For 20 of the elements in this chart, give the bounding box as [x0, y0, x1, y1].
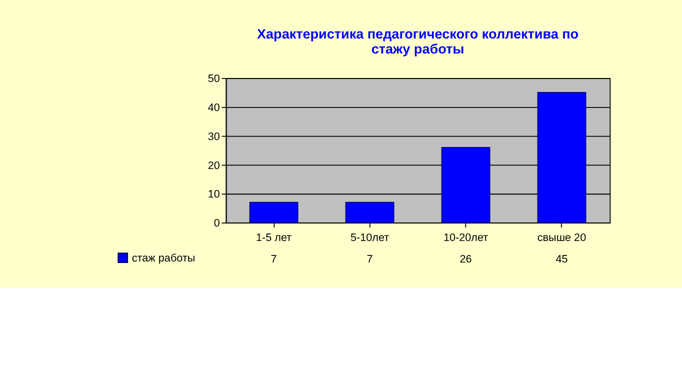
- y-tick-label: 0: [214, 218, 220, 230]
- chart-title: Характеристика педагогического коллектива по стажу работы: [256, 26, 579, 57]
- x-tick-label: 1-5 лет: [256, 232, 292, 244]
- x-tick-label: свыше 20: [537, 232, 586, 244]
- bar: [537, 92, 586, 224]
- bar: [345, 202, 394, 224]
- legend-label: стаж работы: [132, 252, 196, 264]
- x-tick-label: 5-10лет: [350, 232, 390, 244]
- y-tick-label: 40: [208, 102, 220, 114]
- bar: [249, 202, 298, 224]
- data-label: 7: [270, 253, 277, 266]
- y-tick-label: 30: [208, 130, 220, 143]
- y-tick-label: 50: [208, 73, 220, 86]
- data-label: 26: [460, 253, 472, 266]
- data-label: 7: [366, 253, 373, 266]
- y-tick-label: 20: [208, 160, 220, 172]
- x-tick-label: 10-20лет: [443, 232, 488, 244]
- data-label: 45: [556, 253, 568, 266]
- y-tick-label: 10: [208, 188, 220, 201]
- bar: [441, 146, 490, 224]
